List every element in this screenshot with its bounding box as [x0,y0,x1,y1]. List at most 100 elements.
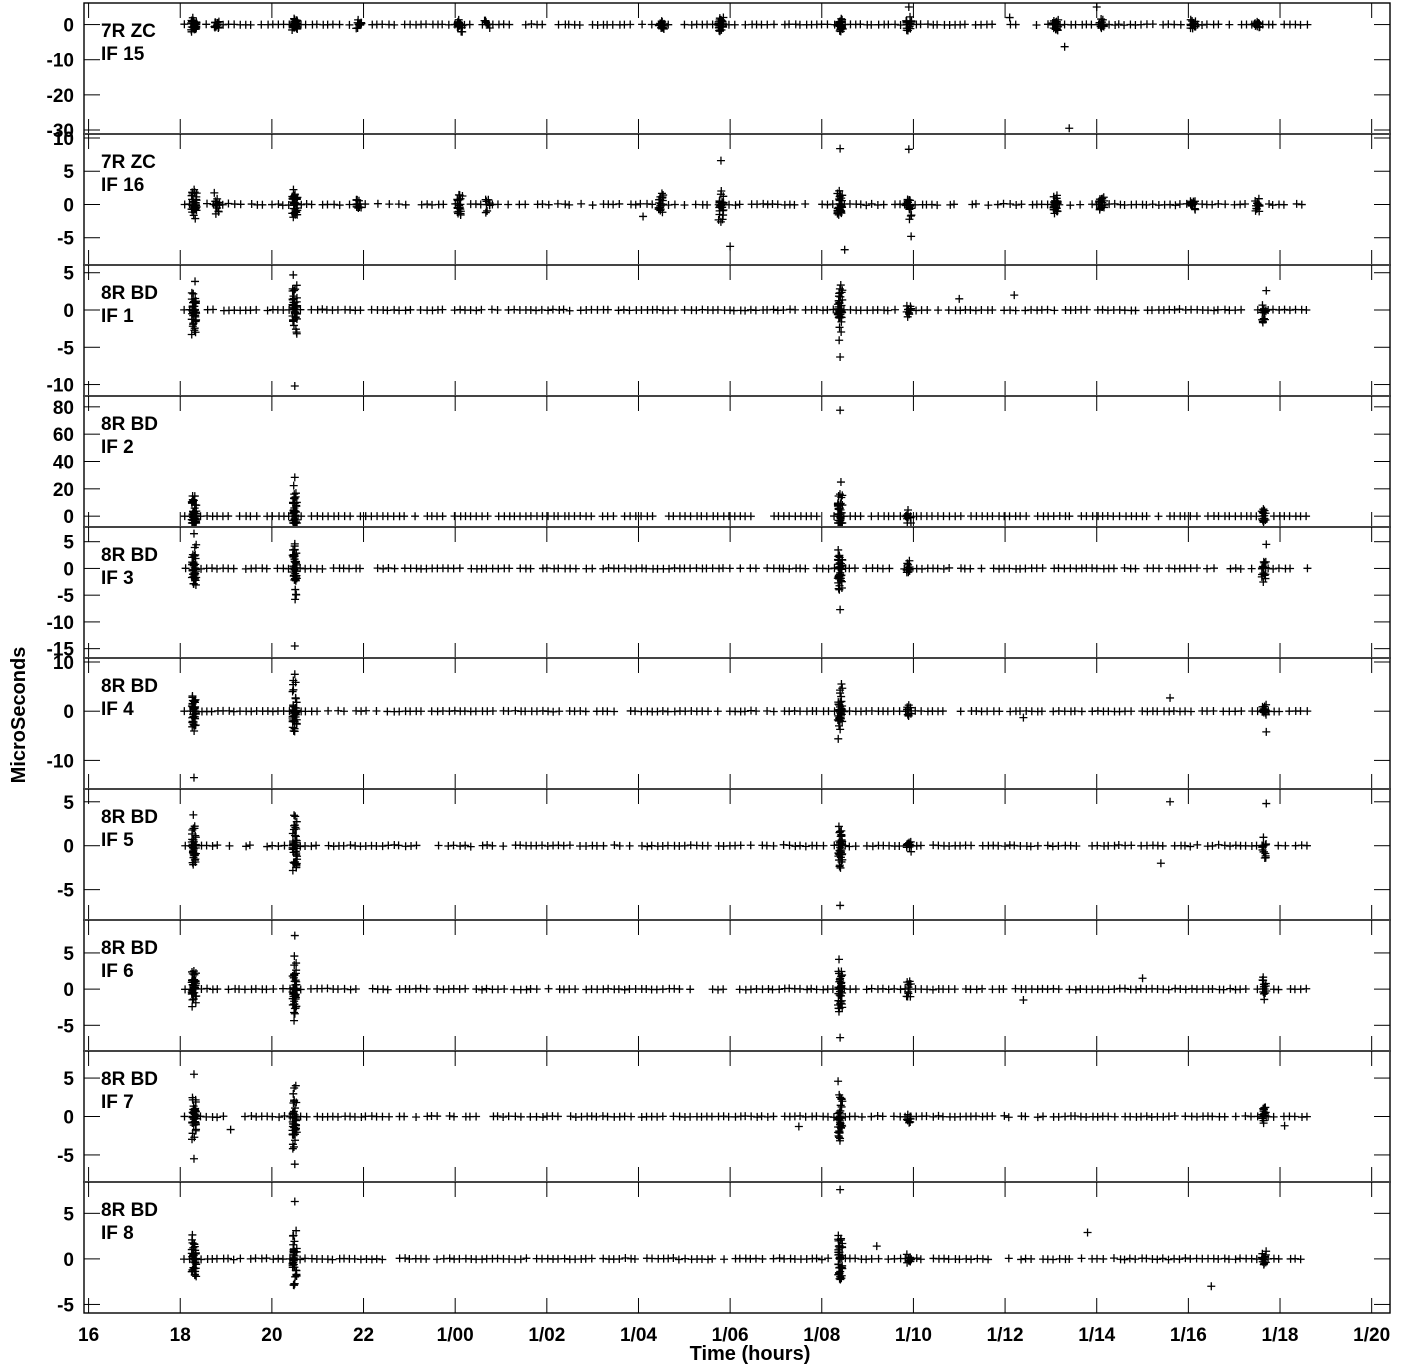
data-point [862,201,871,210]
data-point [289,983,298,992]
data-point [328,1255,337,1264]
data-point [190,205,199,214]
data-point [978,984,987,993]
data-point [735,200,744,209]
data-point [904,1256,913,1265]
data-point [289,572,298,581]
data-point [769,841,778,850]
y-tick-label: -10 [47,751,74,772]
data-point [288,1130,297,1139]
data-point [428,200,437,209]
data-point [504,1112,513,1121]
data-point [290,1237,299,1246]
data-point [1192,564,1201,573]
data-point [290,931,299,940]
data-point [449,841,458,850]
data-point [1279,200,1288,209]
data-point [851,985,860,994]
data-point [1302,1112,1311,1121]
data-point [675,985,684,994]
data-point [262,1254,271,1263]
data-point [588,201,597,210]
data-point [1166,693,1175,702]
data-point [664,306,673,315]
data-point [1131,564,1140,573]
data-point [290,1251,299,1260]
data-point [939,564,948,573]
data-point [554,564,563,573]
data-point [1171,201,1180,210]
data-point [610,707,619,716]
y-tick-label: 0 [63,1108,74,1129]
data-point [775,1254,784,1263]
data-point [351,984,360,993]
data-point [1054,985,1063,994]
data-point [933,201,942,210]
data-point [453,199,462,208]
data-point [500,984,509,993]
y-tick-label: 20 [53,480,74,501]
data-point [290,641,299,650]
data-point [868,842,877,851]
data-point [444,842,453,851]
y-tick-label: 0 [63,301,74,322]
data-point [884,20,893,29]
panel-if-label: IF 15 [101,44,145,65]
data-point [836,689,845,698]
data-point [378,20,387,29]
data-point [1226,984,1235,993]
data-point [290,1160,299,1169]
y-tick-label: 5 [63,793,74,814]
data-point [835,828,844,837]
data-point [292,824,301,833]
data-point [1131,306,1140,315]
data-point [1132,985,1141,994]
data-point [1004,1254,1013,1263]
data-point [1247,564,1256,573]
x-tick-label: 18 [170,1325,191,1346]
data-point [824,1254,833,1263]
data-point [225,706,234,715]
panel-frame [83,1181,1391,1314]
data-point [955,1255,964,1264]
data-point [796,841,805,850]
data-point [933,20,942,29]
data-point [544,200,553,209]
data-point [290,1016,299,1025]
data-point [708,1254,717,1263]
data-point [1111,21,1120,30]
data-point [190,841,199,850]
data-point [1259,847,1268,856]
data-point [189,1070,198,1079]
data-point [834,698,843,707]
data-point [268,1112,277,1121]
data-point [1158,841,1167,850]
data-point [352,196,361,205]
data-point [1274,1254,1283,1263]
data-point [1303,707,1312,716]
data-point [879,200,888,209]
data-point [1019,995,1028,1004]
data-point [837,979,846,988]
data-point [189,1154,198,1163]
data-point [1093,841,1102,850]
data-point [499,842,508,851]
data-point [526,564,535,573]
data-point [905,838,914,847]
data-point [1110,1112,1119,1121]
data-point [1175,200,1184,209]
data-point [400,512,409,521]
data-point [290,977,299,986]
data-point [345,564,354,573]
data-point [1221,200,1230,209]
data-point [988,985,997,994]
panel-station-label: 8R BD [101,545,158,566]
data-point [837,840,846,849]
data-point [401,1254,410,1263]
panel-if-label: IF 7 [101,1092,134,1113]
data-point [291,703,300,712]
data-point [187,295,196,304]
data-point [191,580,200,589]
data-point [902,1250,911,1259]
